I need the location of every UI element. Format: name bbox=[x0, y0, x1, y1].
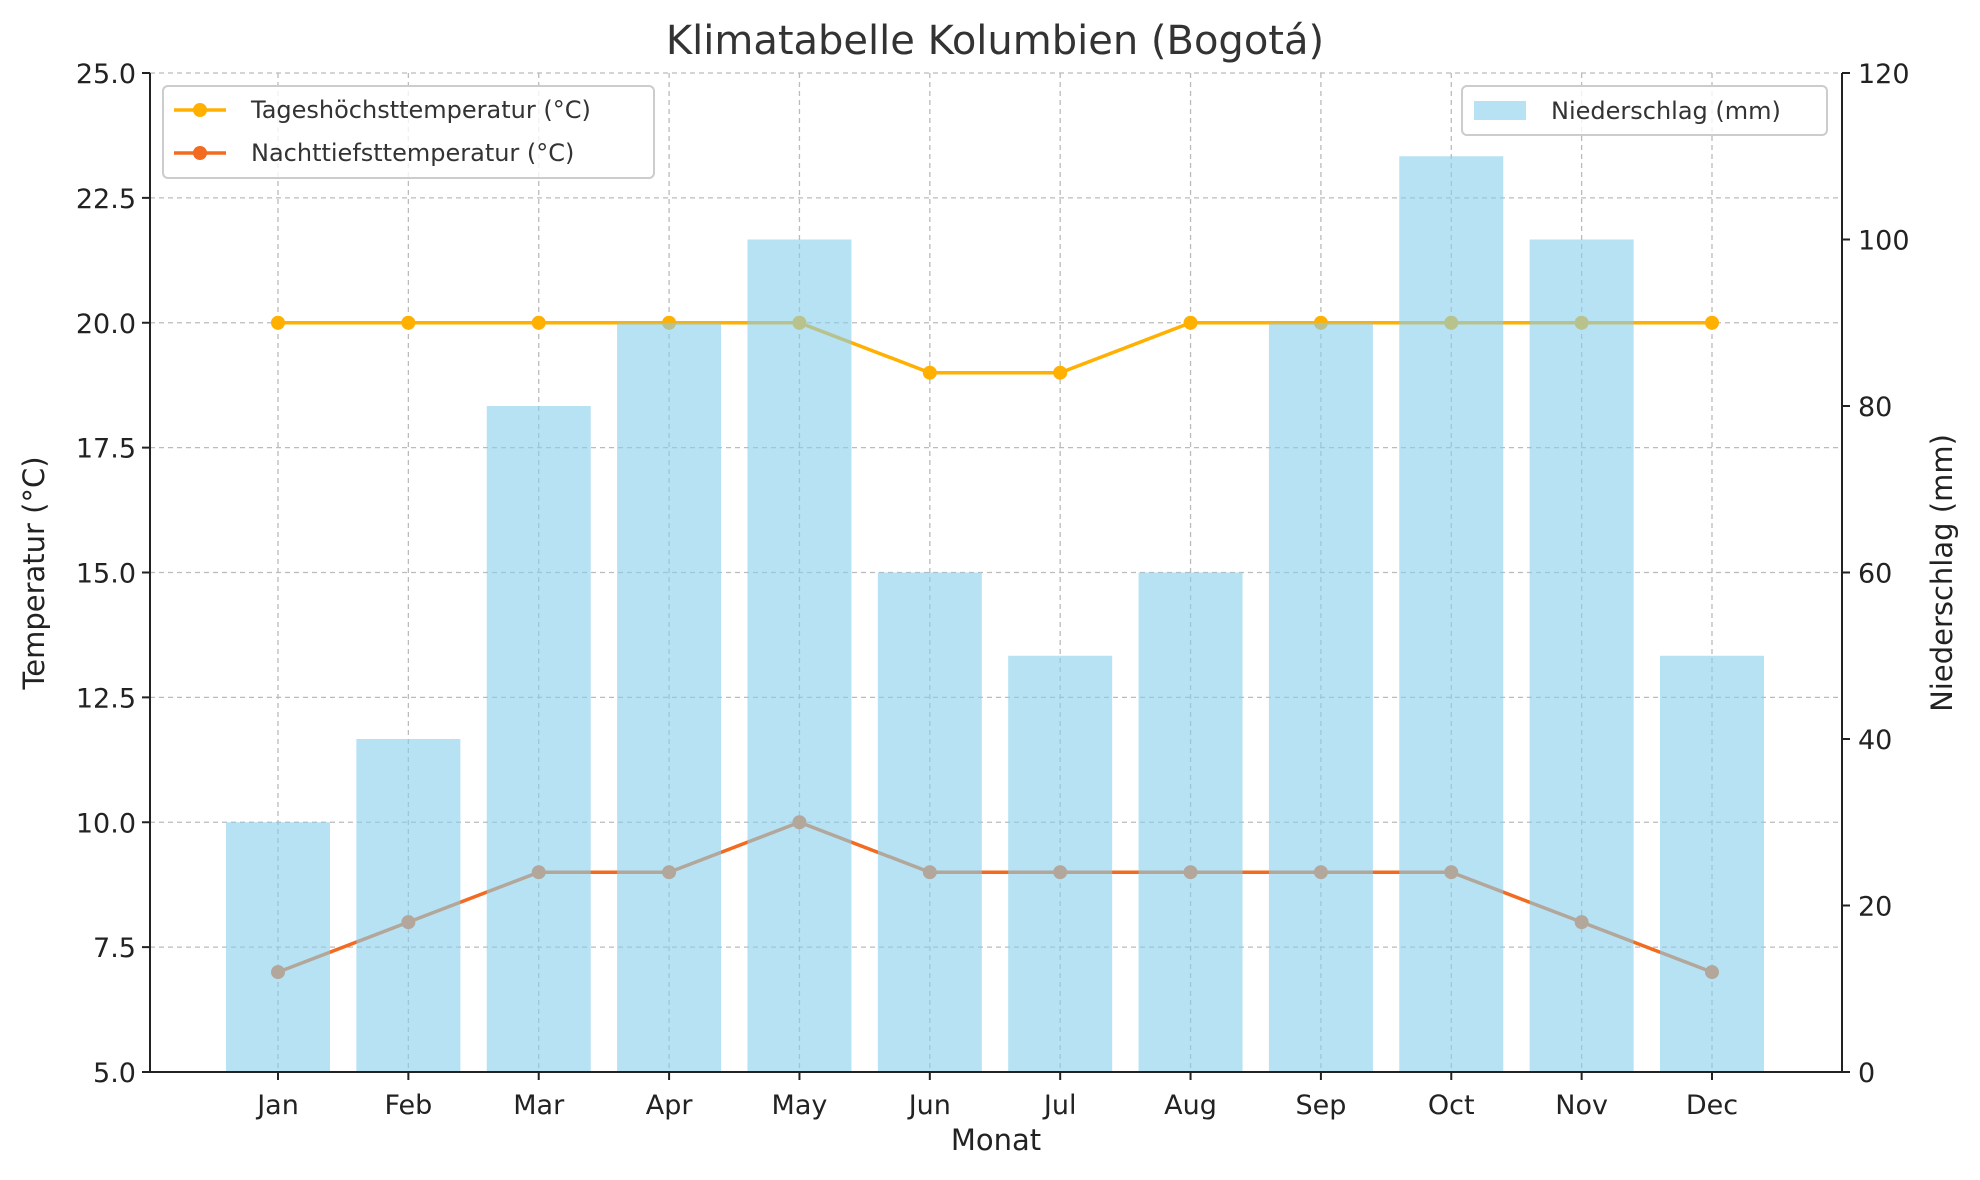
precip-bar bbox=[1138, 572, 1243, 1072]
y-tick-label: 10.0 bbox=[76, 808, 136, 839]
x-tick-label: Dec bbox=[1686, 1090, 1738, 1121]
y-tick-label: 7.5 bbox=[93, 933, 136, 964]
legend-right: Niederschlag (mm) bbox=[1461, 85, 1828, 136]
x-axis-label: Monat bbox=[951, 1123, 1041, 1157]
axes: 5.0 7.5 10.0 12.5 15.0 17.5 20.0 22.5 25.0 0 20 40 6… bbox=[76, 59, 1910, 1121]
legend-high-dot-marker bbox=[193, 103, 207, 117]
precip-bar bbox=[1008, 655, 1113, 1072]
data-point bbox=[531, 315, 546, 330]
x-tick-label: Aug bbox=[1164, 1090, 1217, 1121]
y-tick-label: 25.0 bbox=[76, 59, 136, 90]
precip-bar bbox=[1660, 655, 1764, 1072]
y-tick-label: 20.0 bbox=[76, 309, 136, 340]
x-tick-label: Jan bbox=[255, 1090, 299, 1121]
x-tick-label: Oct bbox=[1428, 1090, 1475, 1121]
legend-precip-swatch bbox=[1474, 101, 1526, 120]
y2-tick-label: 20 bbox=[1858, 892, 1892, 923]
legend-low-label: Nachttiefsttemperatur (°C) bbox=[251, 139, 574, 167]
legend-left: Tageshöchsttemperatur (°C) Nachttiefstte… bbox=[162, 85, 655, 179]
y-axis-label: Temperatur (°C) bbox=[17, 456, 51, 690]
y2-axis-label: Niederschlag (mm) bbox=[1925, 434, 1959, 712]
x-tick-label: Feb bbox=[384, 1090, 432, 1121]
y-tick-label: 5.0 bbox=[93, 1058, 136, 1089]
y2-tick-label: 100 bbox=[1858, 226, 1910, 257]
legend-low-dot-marker bbox=[193, 146, 207, 160]
precip-bar bbox=[356, 739, 461, 1072]
precip-bar bbox=[226, 822, 330, 1072]
data-point bbox=[271, 315, 285, 330]
chart-title: Klimatabelle Kolumbien (Bogotá) bbox=[666, 18, 1324, 64]
precip-bar bbox=[1529, 239, 1634, 1072]
data-point bbox=[1705, 315, 1719, 330]
legend-precip-label: Niederschlag (mm) bbox=[1551, 97, 1781, 125]
precip-bar bbox=[486, 406, 591, 1072]
y-tick-label: 22.5 bbox=[76, 184, 136, 215]
y2-tick-label: 80 bbox=[1858, 392, 1892, 423]
legend-high-label: Tageshöchsttemperatur (°C) bbox=[250, 96, 591, 124]
precip-bar bbox=[1268, 322, 1373, 1072]
x-tick-label: Mar bbox=[513, 1090, 565, 1121]
x-tick-label: May bbox=[772, 1090, 828, 1121]
data-point bbox=[1183, 315, 1198, 330]
x-tick-label: Jul bbox=[1042, 1090, 1077, 1121]
precip-bar bbox=[747, 239, 852, 1072]
y2-tick-label: 40 bbox=[1858, 725, 1892, 756]
y2-tick-label: 60 bbox=[1858, 559, 1892, 590]
x-tick-label: Apr bbox=[646, 1090, 694, 1121]
precip-bar bbox=[617, 322, 722, 1072]
y-tick-label: 17.5 bbox=[76, 434, 136, 465]
y2-tick-label: 0 bbox=[1858, 1058, 1875, 1089]
precipitation-bars bbox=[226, 156, 1764, 1072]
y-tick-label: 15.0 bbox=[76, 559, 136, 590]
x-tick-label: Nov bbox=[1555, 1090, 1608, 1121]
precip-bar bbox=[1399, 156, 1504, 1072]
y-tick-label: 12.5 bbox=[76, 683, 136, 714]
y2-tick-label: 120 bbox=[1858, 59, 1910, 90]
x-tick-label: Jun bbox=[907, 1090, 951, 1121]
data-point bbox=[1053, 365, 1068, 380]
data-point bbox=[922, 365, 937, 380]
precip-bar bbox=[877, 572, 982, 1072]
x-tick-label: Sep bbox=[1295, 1090, 1346, 1121]
data-point bbox=[401, 315, 416, 330]
